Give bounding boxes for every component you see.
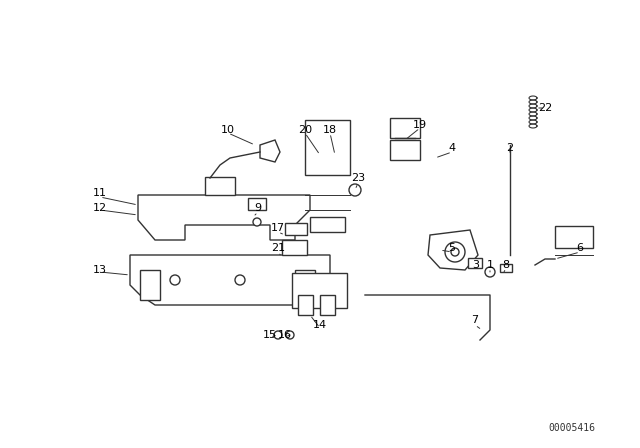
Circle shape	[253, 218, 261, 226]
Bar	[390, 118, 420, 138]
Text: 15: 15	[263, 330, 277, 340]
Text: 17: 17	[271, 223, 285, 233]
Text: 8: 8	[502, 260, 509, 270]
Text: 20: 20	[298, 125, 312, 135]
Text: 7: 7	[472, 315, 479, 325]
Text: 1: 1	[486, 260, 493, 270]
Bar	[500, 264, 512, 272]
Text: 00005416: 00005416	[548, 423, 595, 433]
Bar	[390, 140, 420, 160]
Polygon shape	[138, 195, 310, 240]
Circle shape	[286, 331, 294, 339]
Circle shape	[170, 275, 180, 285]
Text: 16: 16	[278, 330, 292, 340]
Text: 9: 9	[255, 203, 262, 213]
Bar	[292, 273, 347, 308]
Text: 13: 13	[93, 265, 107, 275]
Text: 23: 23	[351, 173, 365, 183]
Text: 12: 12	[93, 203, 107, 213]
Text: 14: 14	[313, 320, 327, 330]
Bar	[310, 217, 345, 232]
Polygon shape	[428, 230, 478, 270]
Text: 5: 5	[449, 243, 456, 253]
Circle shape	[274, 331, 282, 339]
Bar	[468, 258, 482, 268]
Circle shape	[451, 248, 459, 256]
Bar	[282, 240, 307, 255]
Polygon shape	[260, 140, 280, 162]
Bar	[285, 223, 307, 235]
Polygon shape	[295, 270, 315, 300]
Circle shape	[235, 275, 245, 285]
Bar	[555, 226, 593, 248]
Polygon shape	[130, 255, 330, 305]
Text: 18: 18	[323, 125, 337, 135]
Bar	[305, 120, 350, 175]
Circle shape	[445, 242, 465, 262]
Circle shape	[485, 267, 495, 277]
Text: 21: 21	[271, 243, 285, 253]
Bar	[298, 295, 313, 315]
Polygon shape	[140, 270, 160, 300]
Circle shape	[349, 184, 361, 196]
Text: 19: 19	[413, 120, 427, 130]
Bar	[320, 295, 335, 315]
Text: 6: 6	[577, 243, 584, 253]
Text: 22: 22	[538, 103, 552, 113]
Bar	[205, 177, 235, 195]
Text: 3: 3	[472, 260, 479, 270]
Text: 2: 2	[506, 143, 513, 153]
Bar	[248, 198, 266, 210]
Text: 11: 11	[93, 188, 107, 198]
Text: 4: 4	[449, 143, 456, 153]
Text: 10: 10	[221, 125, 235, 135]
